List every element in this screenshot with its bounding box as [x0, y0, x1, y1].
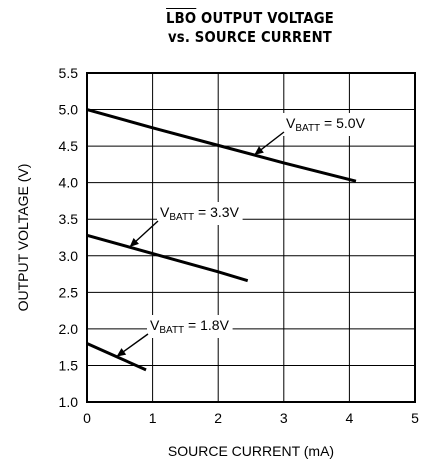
series-label-subscript: BATT [169, 212, 194, 223]
series-line-3 [86, 342, 147, 372]
series-label-3: VBATT = 1.8V [150, 317, 230, 336]
series-label-subscript: BATT [159, 325, 184, 336]
y-tick-label: 4.5 [59, 138, 79, 154]
y-tick-label: 5.5 [59, 65, 79, 81]
title-line-1-rest: OUTPUT VOLTAGE [196, 9, 334, 27]
series-line-1 [86, 108, 357, 183]
x-tick-label: 0 [83, 410, 91, 426]
series-label-rest: = 3.3V [194, 204, 239, 220]
series-label-2: VBATT = 3.3V [160, 204, 240, 223]
series-label-main: V [286, 115, 296, 131]
series-layer [86, 108, 357, 372]
series-label-background [157, 202, 243, 225]
plot-frame [86, 72, 416, 403]
series-line-2 [86, 233, 249, 283]
x-tick-label: 2 [214, 410, 222, 426]
y-tick-label: 3.0 [59, 248, 79, 264]
y-tick-label: 1.0 [59, 394, 79, 410]
arrowhead-icon [254, 146, 264, 155]
x-tick-label: 4 [346, 410, 354, 426]
x-tick-label: 3 [280, 410, 288, 426]
title-lbo-overline: LBO [166, 9, 197, 27]
series-label-group-3: VBATT = 1.8V [116, 315, 233, 358]
y-tick-label: 2.0 [59, 321, 79, 337]
series-label-group-1: VBATT = 5.0V [253, 113, 369, 156]
series-label-group-2: VBATT = 3.3V [129, 202, 243, 248]
series-label-main: V [160, 204, 170, 220]
series-label-main: V [150, 317, 160, 333]
y-tick-label: 2.5 [59, 284, 79, 300]
arrowhead-icon [116, 348, 127, 357]
tick-labels: 0 1 2 3 4 5 1.0 1.5 2.0 2.5 3.0 3.5 4.0 4.5 5.0 5.5 [59, 65, 420, 426]
chart-title-line-2: vs. SOURCE CURRENT [168, 28, 332, 46]
chart-title-line-1: LBO OUTPUT VOLTAGE [100, 9, 399, 27]
series-label-background [283, 113, 369, 136]
y-tick-label: 5.0 [59, 102, 79, 118]
x-tick-label: 5 [411, 410, 419, 426]
series-label-rest: = 5.0V [320, 115, 365, 131]
x-tick-label: 1 [149, 410, 157, 426]
y-axis-label: OUTPUT VOLTAGE (V) [15, 164, 31, 312]
series-label-background [147, 315, 233, 338]
series-label-subscript: BATT [295, 123, 320, 134]
y-tick-label: 1.5 [59, 357, 79, 373]
y-tick-label: 4.0 [59, 175, 79, 191]
series-label-rest: = 1.8V [184, 317, 229, 333]
y-tick-label: 3.5 [59, 211, 79, 227]
arrowhead-icon [129, 237, 139, 248]
x-axis-label: SOURCE CURRENT (mA) [168, 443, 334, 459]
series-label-1: VBATT = 5.0V [286, 115, 366, 134]
